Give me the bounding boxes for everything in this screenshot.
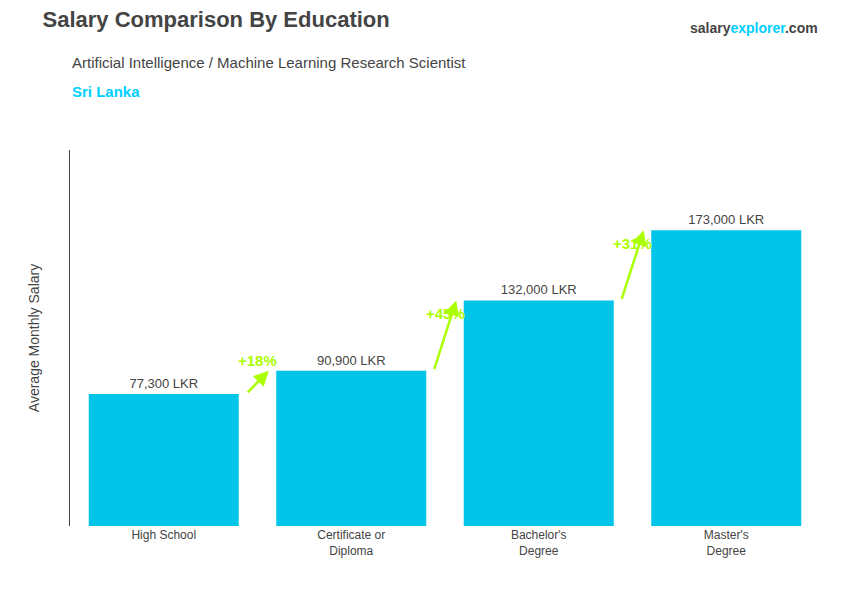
svg-text:salaryexplorer.com: salaryexplorer.com <box>690 20 818 36</box>
svg-text:Average Monthly Salary: Average Monthly Salary <box>26 264 42 412</box>
svg-text:Salary Comparison By Education: Salary Comparison By Education <box>43 7 390 32</box>
svg-text:132,000 LKR: 132,000 LKR <box>501 282 577 297</box>
svg-text:High School: High School <box>131 528 196 542</box>
svg-text:173,000 LKR: 173,000 LKR <box>688 212 764 227</box>
svg-text:+18%: +18% <box>238 352 277 369</box>
svg-text:90,900 LKR: 90,900 LKR <box>317 353 386 368</box>
svg-text:Certificate orDiploma: Certificate orDiploma <box>317 528 385 558</box>
svg-text:Bachelor'sDegree: Bachelor'sDegree <box>511 528 567 558</box>
svg-text:77,300 LKR: 77,300 LKR <box>129 376 198 391</box>
svg-text:Artificial Intelligence / Mach: Artificial Intelligence / Machine Learni… <box>72 54 466 71</box>
svg-text:Sri Lanka: Sri Lanka <box>72 83 140 100</box>
svg-text:+45%: +45% <box>426 305 465 322</box>
svg-text:+31%: +31% <box>613 235 652 252</box>
svg-text:Master'sDegree: Master'sDegree <box>704 528 749 558</box>
